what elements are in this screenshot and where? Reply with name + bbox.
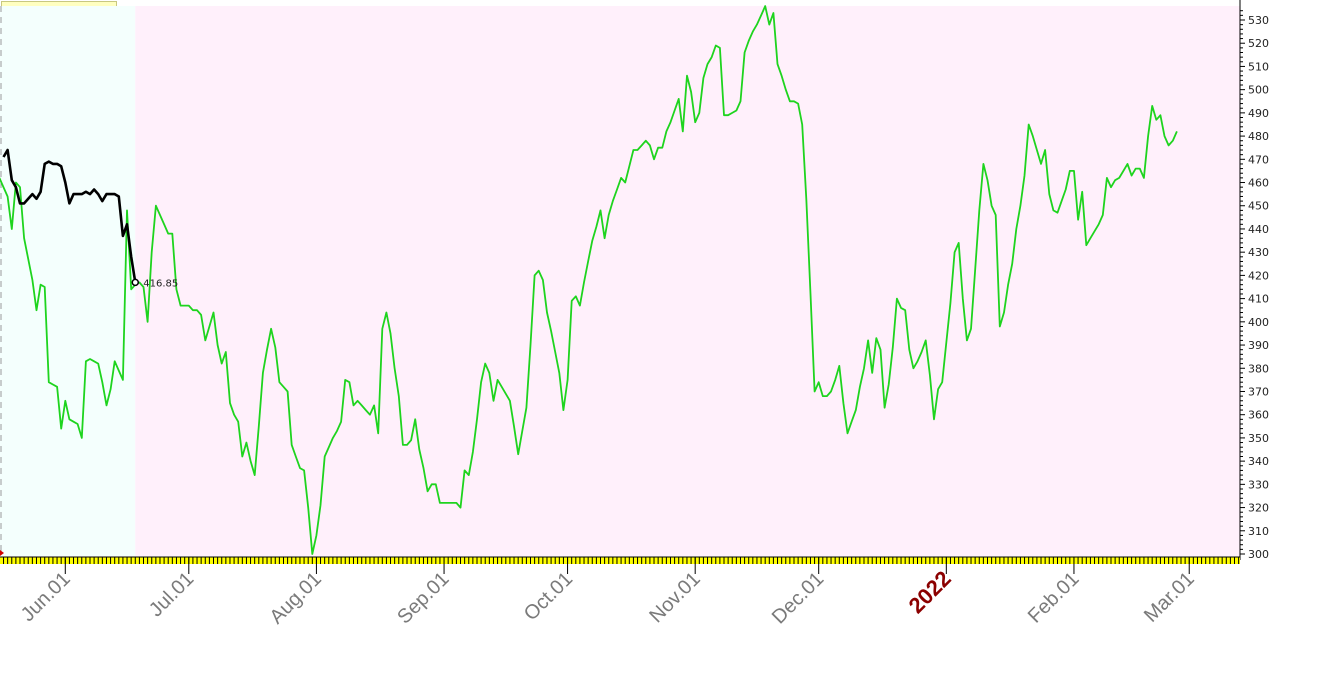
series-layer	[0, 5, 1178, 555]
x-tick-label: Sep.01	[393, 568, 453, 628]
y-tick-label: 390	[1248, 339, 1269, 352]
y-tick-label: 490	[1248, 107, 1269, 120]
y-tick-label: 350	[1248, 432, 1269, 445]
y-tick-label: 370	[1248, 385, 1269, 398]
last-value-label: 416.85	[143, 278, 178, 289]
y-tick-label: 500	[1248, 84, 1269, 97]
y-tick-label: 430	[1248, 246, 1269, 259]
x-axis-band	[0, 557, 1240, 564]
series-line-green	[0, 5, 1178, 555]
y-tick-label: 360	[1248, 409, 1269, 422]
plot-area	[135, 6, 1240, 556]
y-tick-label: 380	[1248, 362, 1269, 375]
y-tick-label: 470	[1248, 153, 1269, 166]
x-tick-label: Jul.01	[145, 568, 198, 621]
x-axis: Jun.01 Jul.01 Aug.01 Sep.01 Oct.01 Nov.01 Dec.…	[0, 556, 1240, 628]
plot-background	[0, 6, 1240, 556]
y-tick-label: 300	[1248, 548, 1269, 561]
series-line-black	[2, 148, 137, 283]
y-tick-label: 330	[1248, 478, 1269, 491]
y-tick-label: 400	[1248, 316, 1269, 329]
last-point-circle	[131, 278, 140, 287]
x-year-label: 2022	[904, 566, 956, 618]
y-tick-label: 340	[1248, 455, 1269, 468]
x-tick-label: Feb.01	[1024, 568, 1084, 628]
x-tick-label: Dec.01	[768, 568, 828, 628]
x-tick-label: Aug.01	[266, 568, 326, 628]
highlight-region	[0, 6, 136, 556]
corner-marker	[0, 550, 4, 556]
y-tick-label: 310	[1248, 525, 1269, 538]
x-tick-label: Mar.01	[1140, 568, 1199, 627]
y-tick-label: 460	[1248, 177, 1269, 190]
y-tick-label: 440	[1248, 223, 1269, 236]
x-tick-label: Nov.01	[645, 568, 704, 627]
last-value-marker: 416.85	[0, 278, 178, 556]
x-tick-label: Oct.01	[520, 568, 577, 625]
y-tick-label: 450	[1248, 200, 1269, 213]
y-tick-label: 530	[1248, 14, 1269, 27]
y-tick-label: 480	[1248, 130, 1269, 143]
y-axis: 300 310 320 330 340 350 360 370 380 390 400 410 420 4…	[1239, 0, 1269, 561]
y-tick-label: 420	[1248, 269, 1269, 282]
y-tick-label: 320	[1248, 502, 1269, 515]
y-tick-label: 510	[1248, 60, 1269, 73]
y-tick-label: 520	[1248, 37, 1269, 50]
x-tick-label: Jun.01	[17, 568, 75, 626]
y-tick-label: 410	[1248, 293, 1269, 306]
